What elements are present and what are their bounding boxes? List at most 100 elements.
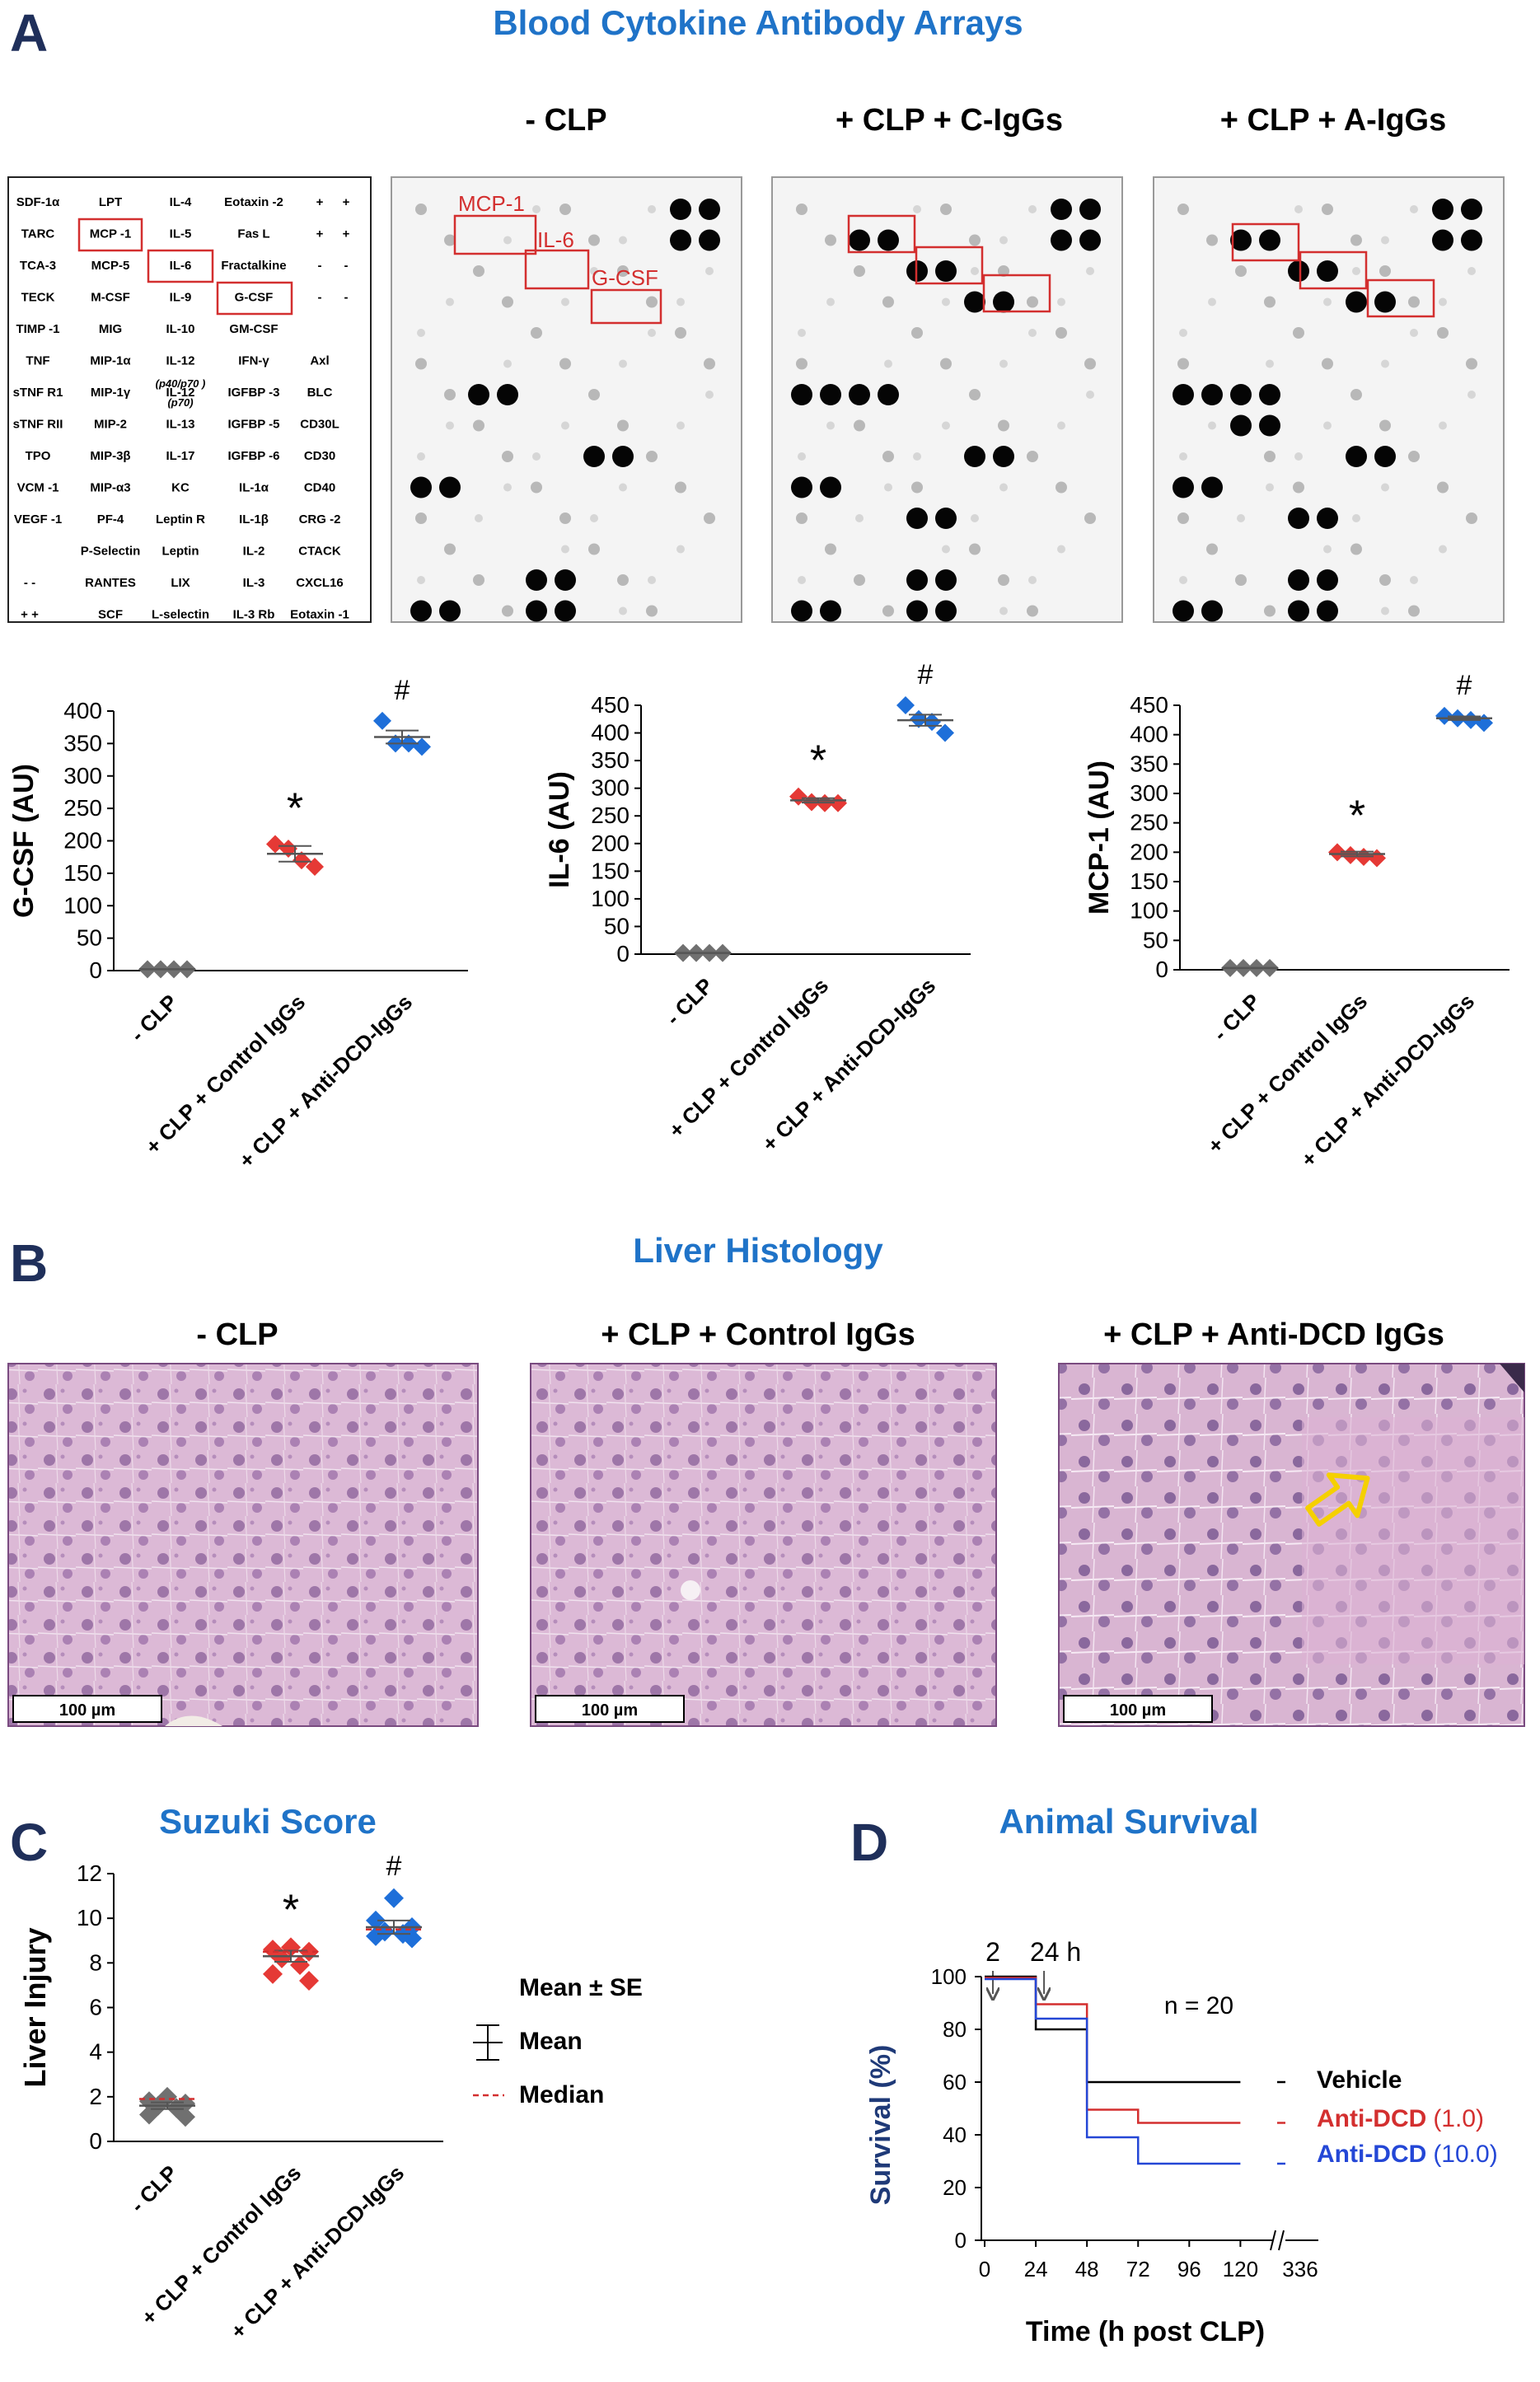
array-spot-faint [882, 451, 894, 462]
array-spot-faint [1467, 267, 1476, 275]
data-point [299, 1971, 319, 1991]
array-spot-faint [502, 451, 513, 462]
blot-a-iggs-spots [1173, 199, 1482, 622]
array-spot-faint [675, 327, 686, 339]
panel-c-letter: C [10, 1813, 48, 1872]
x-category-label: + CLP + Anti-DCD-IgGs [226, 2160, 409, 2343]
array-spot-faint [913, 205, 921, 213]
y-tick-label: 40 [943, 2122, 967, 2147]
array-spot-faint [1408, 296, 1420, 308]
scale-bar-label: 100 µm [1110, 1701, 1166, 1720]
x-category-label: - CLP [661, 973, 718, 1030]
blot-box-mcp1 [453, 214, 537, 255]
array-spot-faint [503, 483, 512, 492]
array-spot-faint [646, 451, 658, 462]
key-cell: P-Selectin [81, 545, 141, 559]
chart-gcsf: 0 50 100 150 200 250 300 350 400 G-CSF (AU) - CLP +… [8, 675, 468, 1172]
array-spot [1079, 199, 1101, 220]
yellow-arrow-icon [1305, 1472, 1370, 1527]
array-spot-faint [998, 265, 1009, 277]
data-point [290, 1955, 310, 1976]
scale-bar-label: 100 µm [59, 1701, 115, 1720]
y-tick-label: 2 [89, 2084, 102, 2109]
array-spot-faint [1293, 481, 1304, 494]
array-spot-faint [559, 512, 571, 524]
significance-mark: # [395, 675, 410, 706]
key-cell: IL-13 [166, 418, 194, 432]
array-spot [1259, 229, 1280, 251]
key-cell: MIP-2 [94, 418, 127, 432]
key-cell: IL-9 [170, 291, 192, 305]
y-tick-label: 100 [1130, 898, 1168, 924]
y-tick-label: 100 [591, 886, 630, 911]
array-spot-faint [1466, 512, 1477, 524]
x-category-label: - CLP [125, 990, 182, 1046]
blot-label-il6: IL-6 [537, 227, 574, 252]
array-spot-faint [676, 421, 685, 430]
array-spot-faint [1323, 421, 1332, 430]
array-spot-faint [588, 543, 600, 555]
array-spot [820, 600, 841, 622]
y-tick-label: 8 [89, 1949, 102, 1975]
key-cell: BLC [307, 386, 333, 400]
array-key-cells: SDF-1α LPT IL-4 Eotaxin -2 + + TARC MCP -1 IL-5 F… [13, 195, 350, 622]
array-spot-faint [590, 267, 598, 275]
key-highlight-il6 [147, 249, 214, 283]
x-category-label: + CLP + Anti-DCD-IgGs [234, 990, 417, 1172]
array-spot [1461, 229, 1482, 251]
y-tick-label: 50 [604, 913, 630, 938]
data-point [896, 696, 915, 714]
array-spot [1346, 291, 1367, 313]
array-spot-faint [588, 389, 600, 400]
array-spot-faint [1208, 297, 1216, 307]
key-cell: IL-1α [239, 481, 269, 495]
array-spot [906, 508, 928, 529]
x-tick-label: 336 [1282, 2257, 1318, 2281]
y-tick-label: 250 [591, 803, 630, 828]
y-axis-label: Survival (%) [865, 2045, 896, 2206]
array-spot-faint [1352, 267, 1360, 275]
array-spot-faint [1028, 205, 1037, 213]
array-spot [820, 476, 841, 498]
histology-header-minus-clp: - CLP [196, 1317, 278, 1352]
key-cell: MIP-1γ [91, 386, 131, 400]
array-spot-faint [473, 265, 484, 277]
array-spot-faint [1057, 545, 1065, 554]
array-header-c-iggs: + CLP + C-IgGs [836, 103, 1063, 138]
array-spot [1317, 508, 1338, 529]
array-spot-faint [798, 329, 806, 337]
y-tick-label: 4 [89, 2039, 102, 2065]
array-spot-faint [1323, 297, 1332, 307]
array-spot [935, 569, 957, 591]
key-cell: TECK [21, 291, 55, 305]
array-spot-faint [1408, 451, 1420, 462]
y-tick-label: 6 [89, 1995, 102, 2020]
array-spot-faint [999, 606, 1008, 615]
array-spot [935, 600, 957, 622]
panel-b-title: Liver Histology [633, 1231, 883, 1270]
array-spot-faint [617, 574, 629, 586]
data-point [263, 1963, 283, 1984]
array-spot-faint [676, 297, 685, 307]
key-cell: Fractalkine [221, 259, 286, 273]
key-cell: RANTES [85, 576, 136, 590]
array-spot [1288, 600, 1309, 622]
key-cell: MIP-3β [90, 449, 130, 463]
array-spot-faint [1264, 451, 1276, 462]
array-spot-faint [999, 359, 1008, 368]
array-spot-faint [1466, 358, 1477, 370]
array-spot [791, 600, 812, 622]
array-spot-faint [446, 421, 454, 430]
array-spot-faint [1410, 205, 1418, 213]
key-subscript: (p70) [167, 396, 193, 409]
array-spot [439, 476, 461, 498]
key-cell: sTNF RII [13, 418, 63, 432]
data-point [1341, 845, 1360, 864]
key-cell: + [316, 195, 324, 209]
array-spot-faint [531, 481, 542, 494]
dose-label: 24 h [1030, 1937, 1081, 1967]
y-axis-label: IL-6 (AU) [544, 771, 575, 888]
blot-minus-clp-spots [410, 199, 720, 622]
key-cell: IGFBP -3 [227, 386, 279, 400]
key-cell: CTACK [298, 545, 341, 559]
